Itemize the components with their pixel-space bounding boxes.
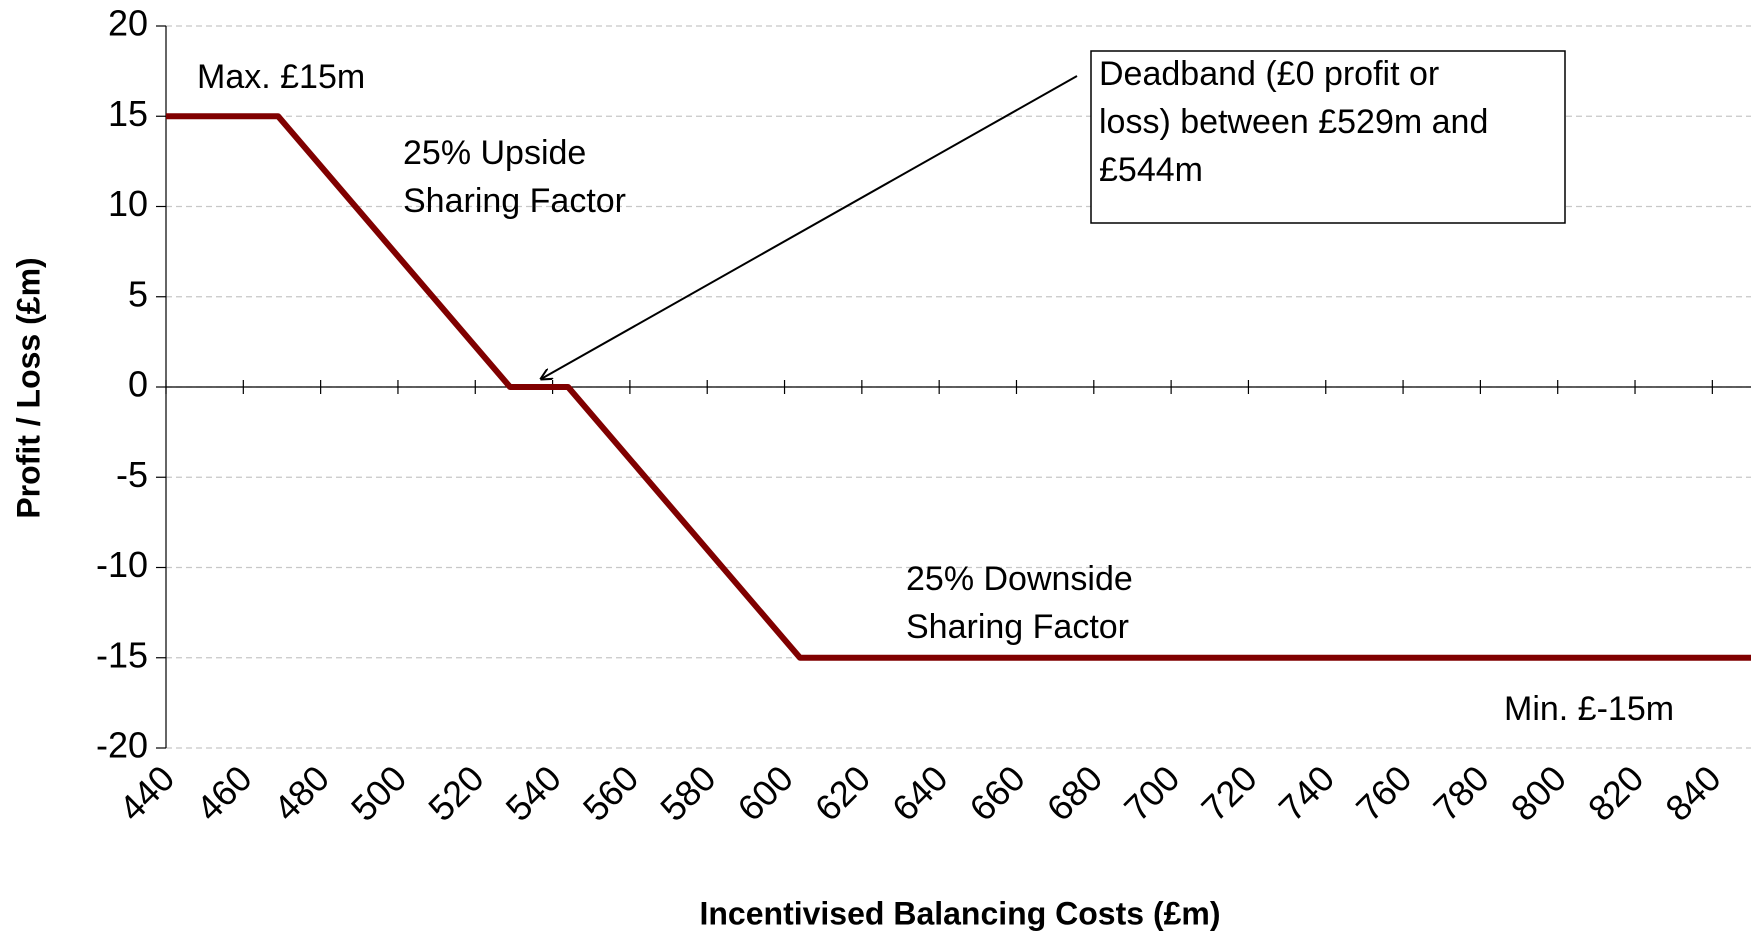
y-tick-label: 10 [108,183,148,224]
x-tick-label: 700 [1116,757,1187,828]
y-axis-title: Profit / Loss (£m) [10,257,46,518]
annotation-arrow [541,75,1078,379]
data-line [166,113,1751,661]
x-tick-label: 780 [1425,757,1496,828]
x-tick-label: 500 [343,757,414,828]
annotation: £544m [1099,151,1203,189]
x-tick-label: 440 [111,757,182,828]
x-tick-label: 620 [807,757,878,828]
x-tick-label: 520 [420,757,491,828]
x-tick-label: 840 [1657,757,1728,828]
y-tick-label: -5 [116,454,148,495]
x-tick-label: 580 [652,757,723,828]
annotation: 25% Downside [906,560,1133,598]
x-tick-label: 560 [575,757,646,828]
annotation: Sharing Factor [403,182,626,220]
x-tick-label: 460 [188,757,259,828]
x-tick-label: 740 [1271,757,1342,828]
x-tick-label: 540 [497,757,568,828]
x-tick-label: 600 [729,757,800,828]
x-tick-label: 680 [1039,757,1110,828]
annotation: Deadband (£0 profit or [1099,55,1439,93]
x-axis-title: Incentivised Balancing Costs (£m) [699,895,1220,931]
y-tick-label: 5 [128,273,148,314]
x-tick-label: 640 [884,757,955,828]
annotation: Min. £-15m [1504,690,1674,728]
x-tick-label: 480 [266,757,337,828]
x-tick-label: 800 [1503,757,1574,828]
annotation: 25% Upside [403,134,586,172]
y-tick-label: 15 [108,93,148,134]
x-tick-label: 720 [1193,757,1264,828]
x-tick-label: 660 [961,757,1032,828]
annotation: loss) between £529m and [1099,103,1488,141]
y-tick-label: -15 [96,634,148,675]
y-tick-label: 20 [108,3,148,44]
y-tick-label: 0 [128,364,148,405]
annotation: Max. £15m [197,58,365,96]
y-tick-label: -20 [96,725,148,766]
annotation: Sharing Factor [906,608,1129,646]
x-tick-label: 760 [1348,757,1419,828]
x-tick-label: 820 [1580,757,1651,828]
y-tick-label: -10 [96,544,148,585]
annotation-box [1090,50,1566,224]
